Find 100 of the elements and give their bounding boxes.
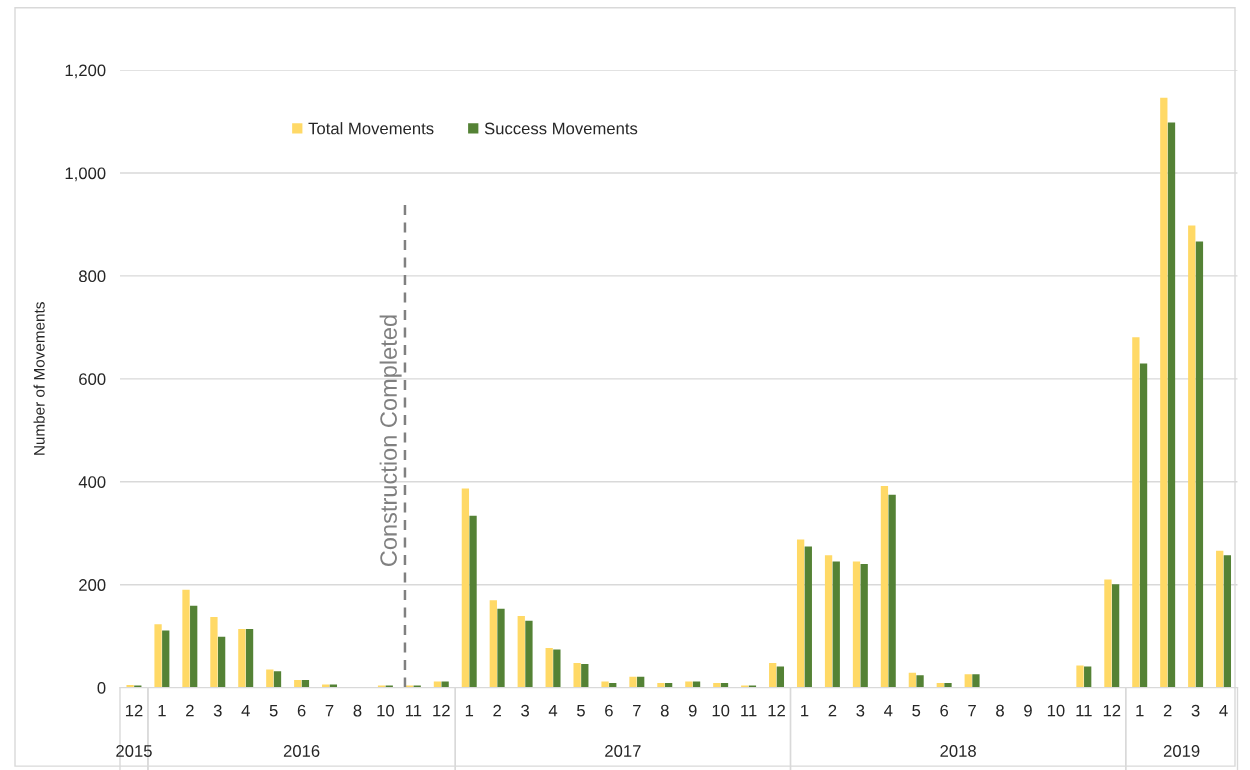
bar <box>553 649 561 688</box>
y-tick-label: 1,000 <box>65 167 106 182</box>
x-tick-label: 3 <box>521 704 529 717</box>
bar <box>433 681 442 688</box>
x-tick-label: 7 <box>968 704 976 717</box>
x-tick-label: 3 <box>856 704 865 717</box>
x-tick-label: 9 <box>1024 704 1032 717</box>
bar <box>1084 666 1092 688</box>
bar <box>944 682 952 688</box>
bar <box>1111 584 1120 688</box>
bar <box>497 608 505 688</box>
bar <box>545 647 553 688</box>
legend-label: Total Movements <box>308 122 434 135</box>
x-tick-label: 2 <box>1163 704 1172 717</box>
y-tick-label: 200 <box>79 579 106 591</box>
y-tick-label: 800 <box>79 270 106 283</box>
bar <box>182 589 190 688</box>
bar <box>692 681 701 688</box>
x-tick-label: 4 <box>548 704 558 717</box>
x-tick-label: 5 <box>269 704 278 717</box>
bar <box>273 671 282 688</box>
text: 2017 <box>605 745 641 757</box>
bar <box>1216 550 1224 688</box>
bar <box>888 494 896 688</box>
x-tick-label: 3 <box>1191 704 1200 717</box>
x-tick-label: 10 <box>1047 704 1065 717</box>
x-tick-label: 1 <box>158 704 166 717</box>
x-tick-label: 7 <box>325 704 334 717</box>
x-tick-label: 7 <box>633 704 641 717</box>
bar <box>441 681 449 688</box>
x-tick-label: 11 <box>741 704 757 717</box>
y-tick-label: 1,200 <box>65 64 106 79</box>
x-tick-label: 4 <box>241 704 250 717</box>
bar <box>245 628 254 688</box>
text: 2018 <box>940 745 976 757</box>
x-tick-label: 8 <box>996 704 1004 717</box>
bar <box>525 620 533 688</box>
x-tick-label: 2 <box>493 704 501 717</box>
x-tick-label: 6 <box>605 704 613 717</box>
bar <box>1076 665 1084 688</box>
bar <box>860 564 868 688</box>
bar <box>1167 122 1176 688</box>
bar <box>796 539 805 688</box>
bar <box>804 546 812 688</box>
bar <box>964 674 972 688</box>
bar <box>154 624 162 688</box>
x-tick-label: 12 <box>1103 704 1121 717</box>
bar <box>852 561 861 688</box>
bar <box>162 630 170 688</box>
x-tick-label: 12 <box>433 704 450 717</box>
bar <box>461 488 470 688</box>
bar <box>1160 97 1168 688</box>
bar <box>832 561 840 688</box>
bar <box>972 674 980 688</box>
bar <box>824 555 833 688</box>
y-tick-label: 0 <box>97 682 106 694</box>
bar <box>1139 363 1148 688</box>
x-tick-label: 5 <box>577 704 585 717</box>
x-tick-label: 11 <box>405 704 422 717</box>
bar <box>1104 579 1112 688</box>
x-tick-label: 1 <box>801 704 809 717</box>
bar <box>769 662 777 688</box>
ref-line-label: Construction Completed <box>379 315 402 567</box>
bar <box>210 617 218 688</box>
bar <box>469 515 477 688</box>
legend-label: Success Movements <box>484 122 638 135</box>
x-tick-label: 10 <box>712 704 730 717</box>
x-tick-label: 1 <box>465 704 474 717</box>
x-tick-label: 12 <box>768 704 785 717</box>
x-tick-label: 12 <box>125 704 143 717</box>
bar <box>1223 555 1232 688</box>
bar <box>489 600 497 688</box>
x-tick-label: 6 <box>940 704 949 717</box>
y-tick-label: 400 <box>78 476 106 488</box>
bar <box>266 669 274 688</box>
text: 2019 <box>1163 745 1200 757</box>
bar <box>776 666 785 688</box>
x-tick-label: 5 <box>912 704 921 717</box>
x-tick-label: 6 <box>297 704 306 717</box>
x-tick-label: 4 <box>1219 704 1228 717</box>
x-tick-label: 9 <box>688 704 697 717</box>
x-tick-label: 4 <box>884 704 893 717</box>
text: 2015 <box>116 745 152 757</box>
bar <box>908 672 917 688</box>
bar <box>1188 225 1196 688</box>
bar <box>517 616 525 688</box>
bar <box>629 676 637 688</box>
x-tick-label: 11 <box>1076 704 1092 717</box>
bar <box>1195 241 1204 688</box>
bar <box>601 681 609 688</box>
bar <box>916 675 924 688</box>
bar <box>190 605 198 688</box>
x-tick-label: 8 <box>660 704 669 717</box>
x-tick-label: 8 <box>353 704 362 717</box>
bar <box>217 636 226 688</box>
x-tick-label: 1 <box>1136 704 1144 717</box>
bar <box>238 628 246 688</box>
x-tick-label: 2 <box>186 704 194 717</box>
text: 2016 <box>283 745 320 757</box>
bar <box>1132 337 1140 688</box>
